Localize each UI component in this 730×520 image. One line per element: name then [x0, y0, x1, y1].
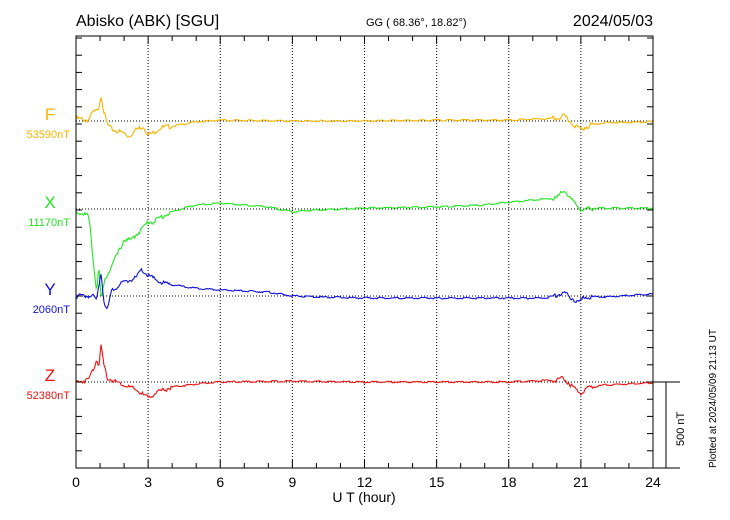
series-Y-name: Y — [44, 280, 55, 299]
x-tick-label: 18 — [501, 474, 517, 490]
series-Z-line — [75, 344, 654, 399]
series-labels: F 53590nT X 11170nT Y 2060nT Z 52380nT — [27, 105, 71, 402]
station-title: Abisko (ABK) [SGU] — [76, 13, 219, 30]
x-tick-label: 12 — [357, 474, 373, 490]
axis-ticks: 0 3 6 9 12 15 18 21 24 — [72, 36, 661, 490]
plotted-at: Plotted at 2024/05/09 21:13 UT — [708, 329, 719, 468]
x-tick-label: 9 — [288, 474, 296, 490]
grid — [76, 36, 653, 468]
coordinates: GG ( 68.36°, 18.82°) — [366, 17, 467, 29]
series-F-line — [75, 97, 654, 138]
x-tick-label: 6 — [216, 474, 224, 490]
series-Z-baseline-label: 52380nT — [27, 390, 71, 402]
series-F-baseline-label: 53590nT — [27, 129, 71, 141]
scale-bar: 500 nT — [653, 381, 687, 469]
series-Y-baseline-label: 2060nT — [33, 304, 71, 316]
series-X-baseline-label: 11170nT — [28, 217, 70, 229]
series-F-name: F — [45, 105, 55, 124]
series-Y-line — [75, 267, 654, 310]
x-tick-label: 15 — [429, 474, 445, 490]
x-tick-label: 0 — [72, 474, 80, 490]
series-Z-name: Z — [45, 366, 55, 385]
date: 2024/05/03 — [573, 13, 653, 30]
x-tick-label: 21 — [573, 474, 589, 490]
x-tick-label: 24 — [645, 474, 661, 490]
x-axis-label: U T (hour) — [332, 489, 395, 505]
scale-bar-label: 500 nT — [675, 411, 687, 446]
series-lines — [75, 97, 654, 399]
series-X-line — [75, 190, 653, 297]
series-X-name: X — [44, 193, 55, 212]
x-tick-label: 3 — [144, 474, 152, 490]
